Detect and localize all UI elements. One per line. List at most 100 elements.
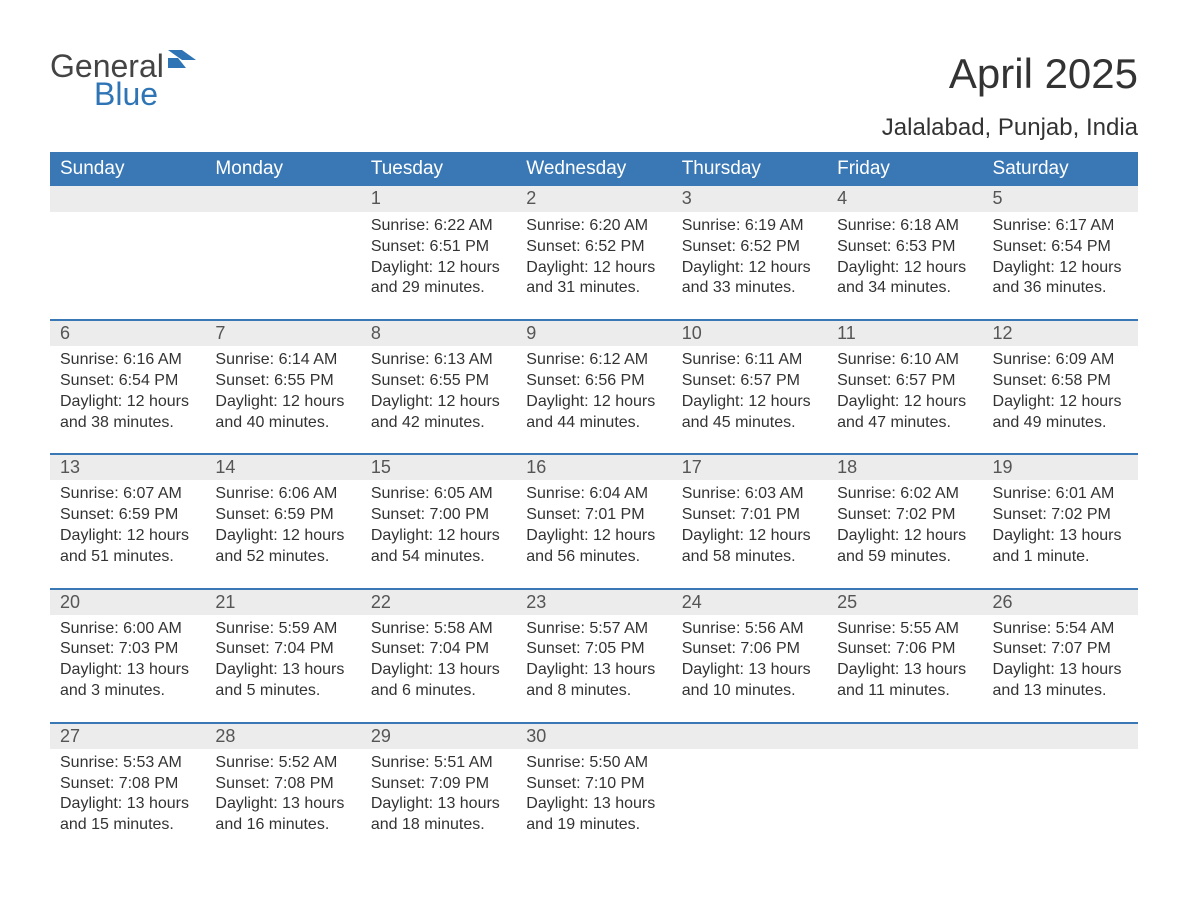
day-d1: Daylight: 13 hours <box>215 660 350 681</box>
day-detail: Sunrise: 6:03 AMSunset: 7:01 PMDaylight:… <box>672 480 827 588</box>
weekday-header: Sunday <box>50 152 205 186</box>
day-ss: Sunset: 6:54 PM <box>60 371 195 392</box>
day-d1: Daylight: 13 hours <box>215 794 350 815</box>
day-detail: Sunrise: 6:06 AMSunset: 6:59 PMDaylight:… <box>205 480 360 588</box>
day-detail: Sunrise: 6:11 AMSunset: 6:57 PMDaylight:… <box>672 346 827 454</box>
day-number: 23 <box>516 589 671 615</box>
day-sr: Sunrise: 6:14 AM <box>215 350 350 371</box>
day-number: 8 <box>361 320 516 346</box>
day-detail-row: Sunrise: 5:53 AMSunset: 7:08 PMDaylight:… <box>50 749 1138 856</box>
day-ss: Sunset: 7:09 PM <box>371 774 506 795</box>
day-detail: Sunrise: 5:54 AMSunset: 7:07 PMDaylight:… <box>983 615 1138 723</box>
day-number: 27 <box>50 723 205 749</box>
day-d2: and 19 minutes. <box>526 815 661 836</box>
day-d2: and 31 minutes. <box>526 278 661 299</box>
day-detail: Sunrise: 6:18 AMSunset: 6:53 PMDaylight:… <box>827 212 982 320</box>
day-d2: and 18 minutes. <box>371 815 506 836</box>
day-detail: Sunrise: 6:14 AMSunset: 6:55 PMDaylight:… <box>205 346 360 454</box>
weekday-header-row: Sunday Monday Tuesday Wednesday Thursday… <box>50 152 1138 186</box>
day-detail: Sunrise: 5:51 AMSunset: 7:09 PMDaylight:… <box>361 749 516 856</box>
weekday-header: Thursday <box>672 152 827 186</box>
day-d2: and 59 minutes. <box>837 547 972 568</box>
day-detail: Sunrise: 6:02 AMSunset: 7:02 PMDaylight:… <box>827 480 982 588</box>
day-sr: Sunrise: 6:01 AM <box>993 484 1128 505</box>
day-ss: Sunset: 7:06 PM <box>837 639 972 660</box>
day-ss: Sunset: 7:03 PM <box>60 639 195 660</box>
day-d1: Daylight: 12 hours <box>371 526 506 547</box>
day-d1: Daylight: 12 hours <box>60 392 195 413</box>
day-number: 14 <box>205 454 360 480</box>
day-sr: Sunrise: 6:22 AM <box>371 216 506 237</box>
day-ss: Sunset: 6:55 PM <box>371 371 506 392</box>
weekday-header: Friday <box>827 152 982 186</box>
day-number: 24 <box>672 589 827 615</box>
day-detail: Sunrise: 6:12 AMSunset: 6:56 PMDaylight:… <box>516 346 671 454</box>
title-block: April 2025 Jalalabad, Punjab, India <box>882 50 1138 142</box>
day-detail: Sunrise: 6:16 AMSunset: 6:54 PMDaylight:… <box>50 346 205 454</box>
day-number-row: 13141516171819 <box>50 454 1138 480</box>
day-sr: Sunrise: 6:00 AM <box>60 619 195 640</box>
day-detail <box>205 212 360 320</box>
day-number: 11 <box>827 320 982 346</box>
day-sr: Sunrise: 5:58 AM <box>371 619 506 640</box>
day-ss: Sunset: 7:01 PM <box>682 505 817 526</box>
day-d2: and 29 minutes. <box>371 278 506 299</box>
day-d2: and 56 minutes. <box>526 547 661 568</box>
day-d2: and 8 minutes. <box>526 681 661 702</box>
day-detail: Sunrise: 6:20 AMSunset: 6:52 PMDaylight:… <box>516 212 671 320</box>
day-d1: Daylight: 12 hours <box>371 392 506 413</box>
day-detail: Sunrise: 6:22 AMSunset: 6:51 PMDaylight:… <box>361 212 516 320</box>
day-ss: Sunset: 7:02 PM <box>837 505 972 526</box>
day-detail: Sunrise: 6:00 AMSunset: 7:03 PMDaylight:… <box>50 615 205 723</box>
day-number <box>50 186 205 212</box>
day-sr: Sunrise: 5:53 AM <box>60 753 195 774</box>
day-d1: Daylight: 13 hours <box>60 660 195 681</box>
day-detail-row: Sunrise: 6:16 AMSunset: 6:54 PMDaylight:… <box>50 346 1138 454</box>
day-detail: Sunrise: 5:57 AMSunset: 7:05 PMDaylight:… <box>516 615 671 723</box>
day-d1: Daylight: 12 hours <box>526 258 661 279</box>
day-sr: Sunrise: 5:54 AM <box>993 619 1128 640</box>
day-d1: Daylight: 12 hours <box>837 392 972 413</box>
day-detail <box>827 749 982 856</box>
logo-word2: Blue <box>94 78 164 110</box>
day-ss: Sunset: 7:08 PM <box>215 774 350 795</box>
day-sr: Sunrise: 6:11 AM <box>682 350 817 371</box>
day-sr: Sunrise: 5:51 AM <box>371 753 506 774</box>
day-d1: Daylight: 12 hours <box>60 526 195 547</box>
header: General Blue April 2025 Jalalabad, Punja… <box>50 50 1138 142</box>
day-ss: Sunset: 7:02 PM <box>993 505 1128 526</box>
day-number <box>827 723 982 749</box>
day-number: 1 <box>361 186 516 212</box>
day-d1: Daylight: 12 hours <box>837 526 972 547</box>
day-detail: Sunrise: 6:13 AMSunset: 6:55 PMDaylight:… <box>361 346 516 454</box>
day-number: 4 <box>827 186 982 212</box>
day-sr: Sunrise: 5:52 AM <box>215 753 350 774</box>
day-sr: Sunrise: 5:50 AM <box>526 753 661 774</box>
day-ss: Sunset: 6:53 PM <box>837 237 972 258</box>
day-d2: and 38 minutes. <box>60 413 195 434</box>
day-ss: Sunset: 7:08 PM <box>60 774 195 795</box>
day-detail: Sunrise: 5:52 AMSunset: 7:08 PMDaylight:… <box>205 749 360 856</box>
day-ss: Sunset: 7:04 PM <box>371 639 506 660</box>
day-ss: Sunset: 6:59 PM <box>60 505 195 526</box>
day-d2: and 1 minute. <box>993 547 1128 568</box>
day-d1: Daylight: 13 hours <box>993 526 1128 547</box>
month-title: April 2025 <box>882 50 1138 98</box>
weekday-header: Monday <box>205 152 360 186</box>
day-number: 20 <box>50 589 205 615</box>
day-d2: and 40 minutes. <box>215 413 350 434</box>
day-ss: Sunset: 6:54 PM <box>993 237 1128 258</box>
day-d2: and 15 minutes. <box>60 815 195 836</box>
day-sr: Sunrise: 6:16 AM <box>60 350 195 371</box>
day-number: 19 <box>983 454 1138 480</box>
weekday-header: Wednesday <box>516 152 671 186</box>
day-number: 15 <box>361 454 516 480</box>
day-detail: Sunrise: 5:55 AMSunset: 7:06 PMDaylight:… <box>827 615 982 723</box>
day-ss: Sunset: 7:10 PM <box>526 774 661 795</box>
day-detail-row: Sunrise: 6:22 AMSunset: 6:51 PMDaylight:… <box>50 212 1138 320</box>
day-number <box>205 186 360 212</box>
day-d1: Daylight: 13 hours <box>371 794 506 815</box>
day-d2: and 10 minutes. <box>682 681 817 702</box>
day-sr: Sunrise: 6:13 AM <box>371 350 506 371</box>
day-d1: Daylight: 12 hours <box>837 258 972 279</box>
